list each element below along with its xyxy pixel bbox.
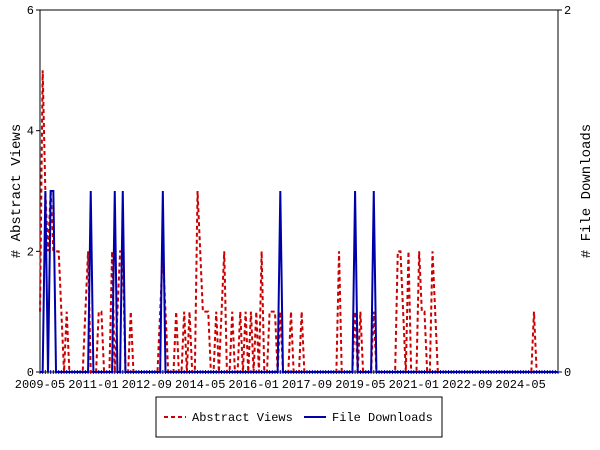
x-tick-label: 2019-05 <box>335 378 385 392</box>
legend-label: Abstract Views <box>192 411 293 425</box>
x-tick-label: 2021-01 <box>389 378 439 392</box>
y-tick-label: 6 <box>27 4 34 18</box>
x-tick-label: 2011-01 <box>68 378 118 392</box>
y2-axis-label: # File Downloads <box>579 124 595 258</box>
y-tick-label: 2 <box>27 245 34 259</box>
series-line <box>40 190 558 373</box>
y2-tick-label: 2 <box>564 4 571 18</box>
y2-tick-label: 0 <box>564 366 571 380</box>
y-axis-label: # Abstract Views <box>9 124 25 258</box>
x-tick-label: 2022-09 <box>442 378 492 392</box>
legend-box <box>155 396 443 438</box>
x-tick-label: 2014-05 <box>175 378 225 392</box>
legend-label: File Downloads <box>332 411 433 425</box>
x-tick-label: 2012-09 <box>122 378 172 392</box>
x-tick-label: 2009-05 <box>15 378 65 392</box>
y-tick-label: 4 <box>27 125 34 139</box>
x-tick-label: 2016-01 <box>228 378 278 392</box>
y-tick-label: 0 <box>27 366 34 380</box>
plot-frame <box>39 9 559 373</box>
x-tick-label: 2024-05 <box>495 378 545 392</box>
x-tick-label: 2017-09 <box>282 378 332 392</box>
